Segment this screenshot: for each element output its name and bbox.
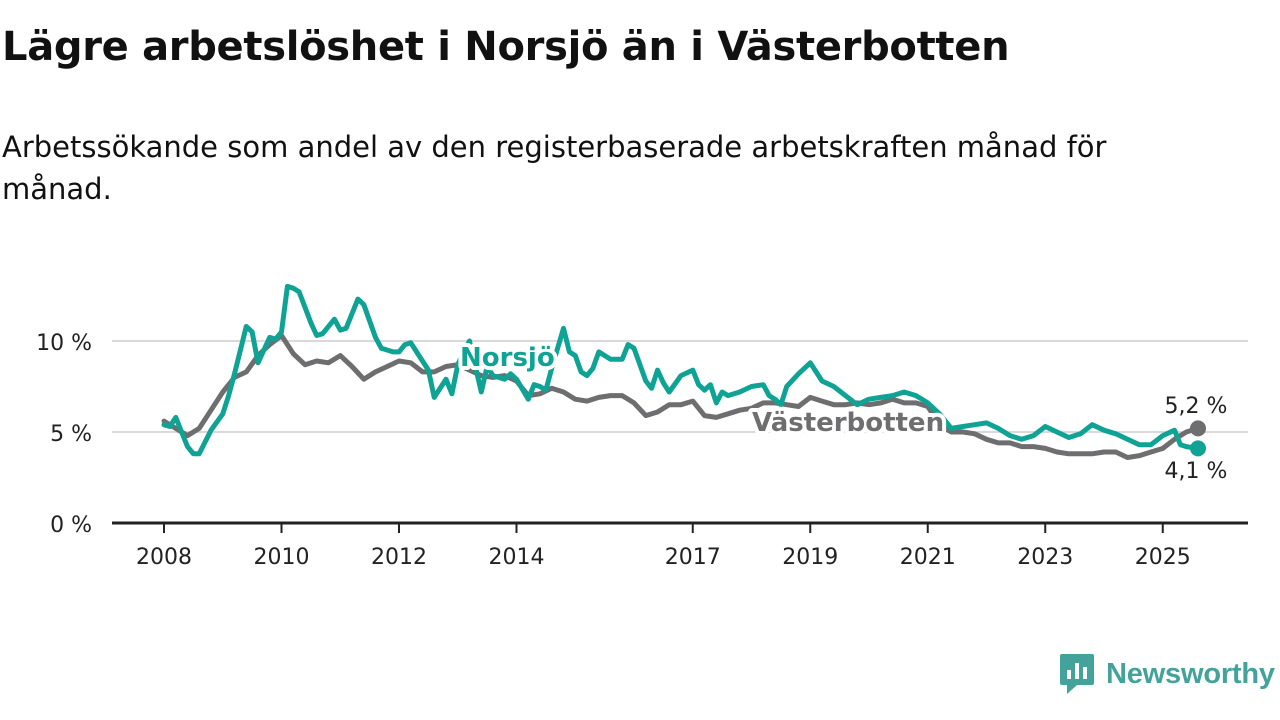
chart-subtitle: Arbetssökande som andel av den registerb… [2, 130, 1107, 206]
x-tick-label: 2023 [1017, 545, 1073, 570]
x-tick-label: 2017 [665, 545, 721, 570]
end-label-norsjo: 4,1 % [1165, 459, 1228, 484]
series-label-norsjo: Norsjö [460, 343, 555, 373]
gridlines [112, 340, 1248, 433]
newsworthy-logo-icon [1060, 654, 1094, 694]
x-tick-label: 2021 [900, 545, 956, 570]
series-line-vasterbotten [161, 333, 1201, 460]
end-label-vasterbotten: 5,2 % [1165, 394, 1228, 419]
x-tick-label: 2008 [136, 545, 192, 570]
chart-labels: 0 % 5 % 10 % 2008 2010 2012 2014 2017 2019 2021 20… [36, 331, 1227, 570]
y-tick-label: 10 % [36, 331, 92, 356]
brand-name: Newsworthy [1106, 657, 1275, 690]
chart-title: Lägre arbetslöshet i Norsjö än i Västerb… [2, 24, 1010, 70]
x-tick-label: 2025 [1135, 545, 1191, 570]
x-tick-label: 2019 [782, 545, 838, 570]
series-label-vasterbotten: Västerbotten [752, 408, 944, 438]
y-tick-label: 5 % [50, 422, 92, 447]
newsworthy-brand: Newsworthy [1060, 654, 1275, 694]
series-line-norsjo [161, 283, 1201, 457]
end-point-norsjo [1190, 440, 1206, 457]
y-tick-label: 0 % [50, 513, 92, 538]
x-tick-label: 2010 [254, 545, 310, 570]
series-lines [161, 283, 1206, 460]
x-tick-label: 2014 [489, 545, 545, 570]
x-tick-label: 2012 [371, 545, 427, 570]
end-point-vasterbotten [1190, 420, 1206, 437]
axes [112, 521, 1248, 533]
